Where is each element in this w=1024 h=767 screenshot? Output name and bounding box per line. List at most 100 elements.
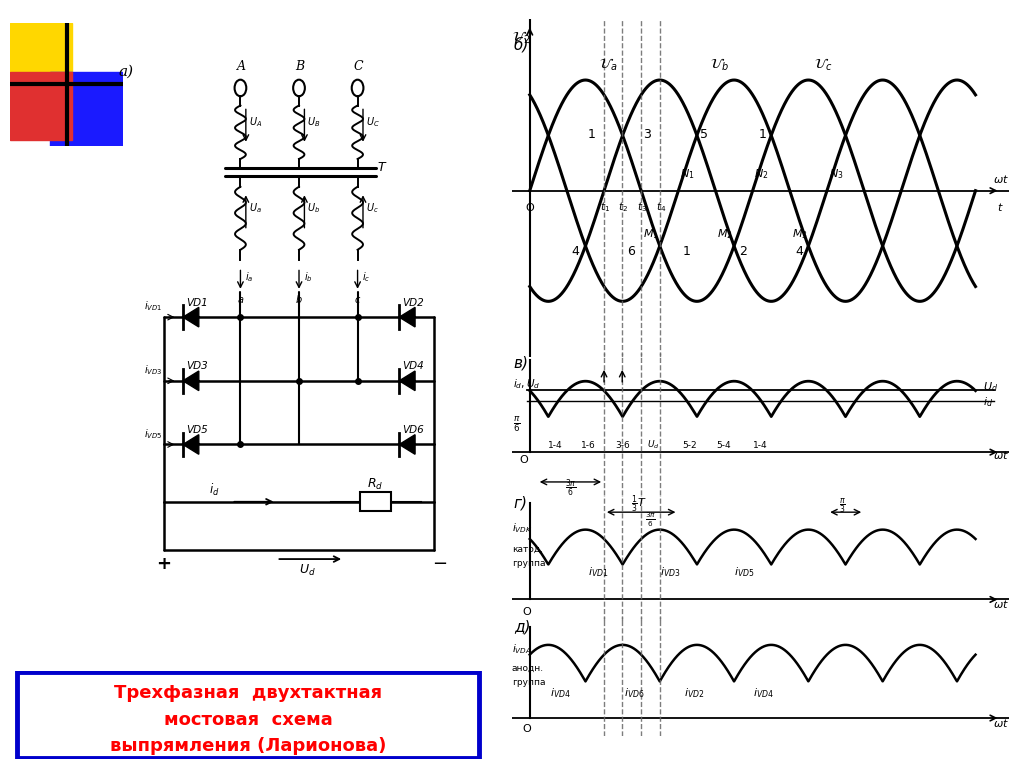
Text: $N_2$: $N_2$ (755, 167, 769, 181)
Text: $t_2$: $t_2$ (617, 201, 628, 215)
Bar (359, 492, 391, 512)
Text: $U_c$: $U_c$ (366, 202, 379, 216)
Text: 2: 2 (739, 245, 748, 258)
Text: $i_{VD3}$: $i_{VD3}$ (660, 565, 681, 579)
Text: $t_3$: $t_3$ (637, 201, 647, 215)
Text: $t_4$: $t_4$ (655, 201, 667, 215)
Text: a: a (238, 295, 244, 304)
Text: $U_d$: $U_d$ (299, 563, 315, 578)
Text: VD6: VD6 (402, 425, 424, 435)
Text: $i_a$: $i_a$ (245, 270, 253, 284)
Text: в): в) (514, 355, 528, 370)
Text: катод.: катод. (512, 545, 543, 554)
Text: $i_b$: $i_b$ (303, 270, 312, 284)
Polygon shape (183, 308, 199, 327)
Text: $i_{VDA}$: $i_{VDA}$ (512, 642, 531, 656)
Text: $i_{VD1}$: $i_{VD1}$ (588, 565, 608, 579)
Text: $\frac{3\pi}{6}$: $\frac{3\pi}{6}$ (565, 477, 578, 499)
Text: VD3: VD3 (186, 361, 208, 371)
Polygon shape (399, 308, 415, 327)
Text: c: c (354, 295, 359, 304)
Text: 1-4: 1-4 (754, 441, 768, 450)
Polygon shape (399, 435, 415, 454)
Text: $i_{VD6}$: $i_{VD6}$ (625, 686, 645, 700)
Text: $\frac{1}{3}T$: $\frac{1}{3}T$ (631, 494, 646, 515)
Text: VD4: VD4 (402, 361, 424, 371)
Text: $\frac{\pi}{6}$: $\frac{\pi}{6}$ (513, 415, 520, 434)
Text: $i_{VD1}$: $i_{VD1}$ (143, 300, 162, 313)
Text: мостовая  схема: мостовая схема (164, 711, 333, 729)
Bar (50, 72, 123, 146)
Polygon shape (399, 371, 415, 390)
Text: $U_b$: $U_b$ (307, 202, 321, 216)
Text: $i_{VD4}$: $i_{VD4}$ (550, 686, 570, 700)
Text: 1-6: 1-6 (582, 441, 596, 450)
Text: 3-6: 3-6 (614, 441, 630, 450)
Text: $t_1$: $t_1$ (600, 201, 610, 215)
Text: $M_2$: $M_2$ (717, 227, 733, 241)
Text: $U_C$: $U_C$ (366, 116, 380, 130)
Text: $i_{VD3}$: $i_{VD3}$ (143, 364, 162, 377)
Text: б): б) (514, 36, 529, 52)
Text: $i_d$: $i_d$ (983, 395, 992, 409)
Text: 1: 1 (588, 127, 596, 140)
Text: анодн.: анодн. (512, 663, 544, 673)
Text: 5-2: 5-2 (682, 441, 697, 450)
Text: 6: 6 (627, 245, 635, 258)
Text: $N_3$: $N_3$ (828, 167, 844, 181)
Text: 4: 4 (795, 245, 803, 258)
Text: $i_c$: $i_c$ (362, 270, 371, 284)
Text: −: − (432, 555, 447, 573)
FancyBboxPatch shape (17, 673, 479, 758)
Text: $U_d$: $U_d$ (983, 380, 997, 394)
Text: VD1: VD1 (186, 298, 208, 308)
Text: $U_a$: $U_a$ (249, 202, 261, 216)
Text: 3: 3 (643, 127, 651, 140)
Text: $\frac{\pi}{3}$: $\frac{\pi}{3}$ (839, 496, 846, 515)
Text: группа: группа (512, 678, 546, 687)
Text: $M_3$: $M_3$ (792, 227, 807, 241)
Text: $i_d$: $i_d$ (209, 482, 219, 499)
Text: д): д) (514, 619, 530, 634)
Text: 4: 4 (571, 245, 579, 258)
Text: 1: 1 (758, 127, 766, 140)
Text: O: O (519, 455, 527, 465)
Text: $U_A$: $U_A$ (249, 116, 262, 130)
Text: $\omega t$: $\omega t$ (993, 717, 1010, 729)
Text: г): г) (514, 495, 527, 511)
Bar (10, 23, 72, 84)
Text: $N_1$: $N_1$ (680, 167, 694, 181)
Text: Трехфазная  двухтактная: Трехфазная двухтактная (115, 684, 382, 702)
Text: $\mathcal{U}_2$: $\mathcal{U}_2$ (512, 29, 530, 46)
Text: $U_d$: $U_d$ (647, 439, 659, 452)
Text: O: O (525, 202, 535, 212)
Text: $i_{VD5}$: $i_{VD5}$ (733, 565, 755, 579)
Text: $R_d$: $R_d$ (367, 477, 383, 492)
Text: O: O (522, 607, 531, 617)
Text: $i_{VD2}$: $i_{VD2}$ (684, 686, 705, 700)
Text: A: A (237, 60, 246, 73)
Bar (10, 72, 72, 140)
Text: +: + (156, 555, 171, 573)
Text: 5-4: 5-4 (716, 441, 730, 450)
Text: $\mathcal{U}_b$: $\mathcal{U}_b$ (711, 57, 729, 74)
Text: $i_d,U_d$: $i_d,U_d$ (513, 377, 540, 390)
Text: 1: 1 (682, 245, 690, 258)
Text: 1-4: 1-4 (548, 441, 562, 450)
Text: а): а) (119, 64, 134, 78)
Text: выпрямления (Ларионова): выпрямления (Ларионова) (111, 737, 386, 755)
Text: VD5: VD5 (186, 425, 208, 435)
Text: $\omega t$: $\omega t$ (993, 173, 1010, 185)
Text: $i_{VD4}$: $i_{VD4}$ (753, 686, 773, 700)
Text: группа: группа (512, 559, 546, 568)
Text: VD2: VD2 (402, 298, 424, 308)
Text: 5: 5 (700, 127, 709, 140)
Text: B: B (295, 60, 304, 73)
Text: $\frac{3\pi}{6}$: $\frac{3\pi}{6}$ (645, 510, 655, 528)
Text: $\mathcal{U}_c$: $\mathcal{U}_c$ (814, 57, 833, 74)
Text: $\omega t$: $\omega t$ (993, 449, 1010, 461)
Polygon shape (183, 371, 199, 390)
Text: $M_1$: $M_1$ (643, 227, 658, 241)
Text: $U_B$: $U_B$ (307, 116, 321, 130)
Polygon shape (183, 435, 199, 454)
